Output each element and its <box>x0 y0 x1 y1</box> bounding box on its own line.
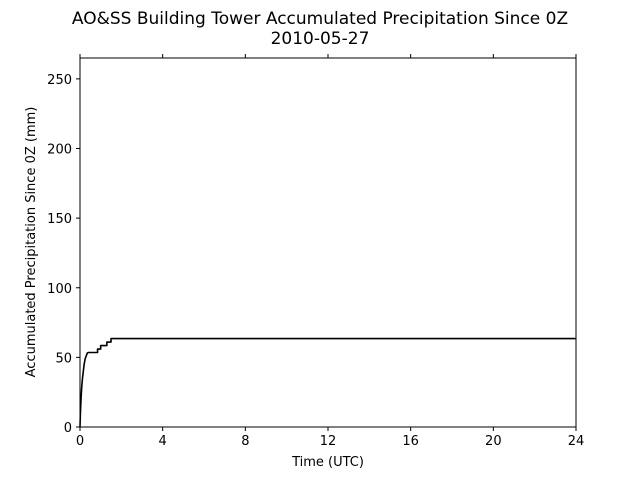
y-tick-label-2: 100 <box>47 282 72 297</box>
plot-area <box>79 337 576 428</box>
x-tick-label-0: 0 <box>76 434 84 449</box>
plot-frame <box>79 57 577 428</box>
y-axis-label: Accumulated Precipitation Since 0Z (mm) <box>24 107 39 378</box>
x-tick-label-3: 12 <box>320 434 337 449</box>
x-axis-label: Time (UTC) <box>291 455 364 470</box>
precip-series-line-0 <box>79 337 576 428</box>
x-tick-label-5: 20 <box>485 434 502 449</box>
x-tick-label-2: 8 <box>241 434 249 449</box>
x-tick-label-4: 16 <box>402 434 419 449</box>
x-tick-label-1: 4 <box>159 434 167 449</box>
y-tick-label-1: 50 <box>55 351 72 366</box>
x-tick-label-6: 24 <box>568 434 585 449</box>
y-tick-label-5: 250 <box>47 73 72 88</box>
y-tick-label-0: 0 <box>64 421 72 436</box>
y-tick-label-3: 150 <box>47 212 72 227</box>
chart-title-line1: AO&SS Building Tower Accumulated Precipi… <box>72 9 568 29</box>
chart-title-line2: 2010-05-27 <box>271 29 370 49</box>
y-tick-label-4: 200 <box>47 143 72 158</box>
